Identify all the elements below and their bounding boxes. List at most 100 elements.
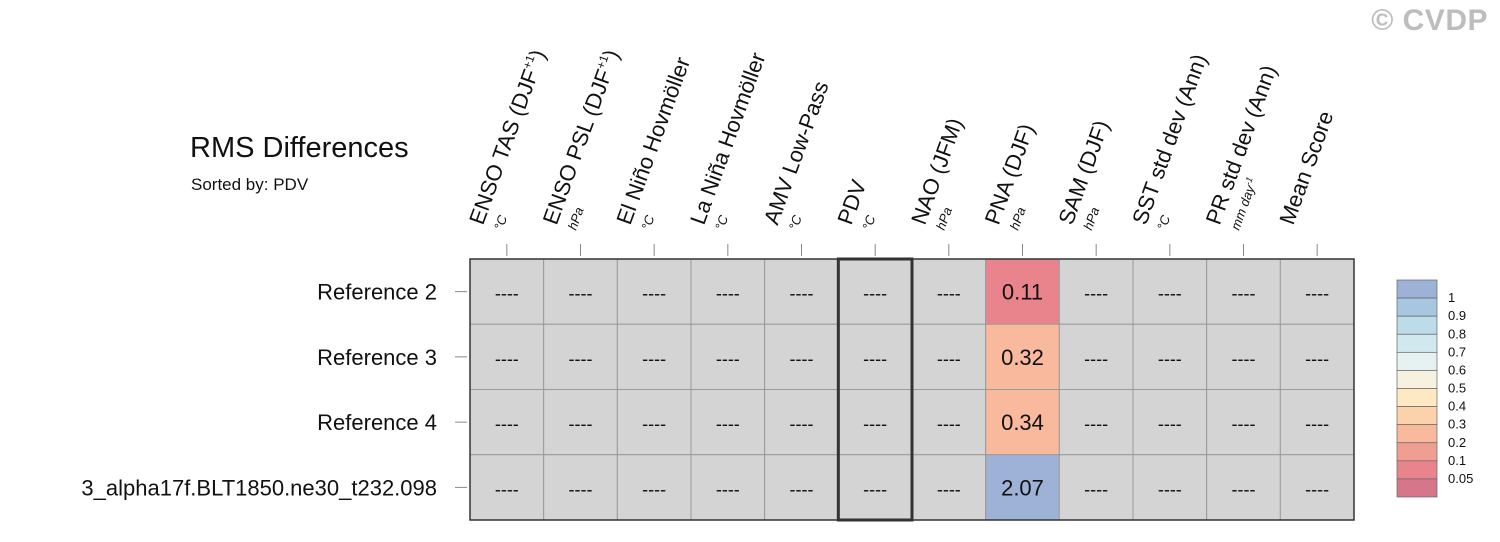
cell-reference-2-enso-tas-djf xyxy=(469,258,545,325)
colorbar-label: 0.9 xyxy=(1448,308,1466,323)
cell-value: 2.07 xyxy=(1001,475,1044,500)
colorbar-box xyxy=(1396,351,1438,371)
cell-value: 0.32 xyxy=(1001,345,1044,370)
colorbar-box xyxy=(1396,297,1438,317)
cell-reference-2-pna-djf xyxy=(985,258,1060,325)
cell-reference-4-pr-std-dev-ann xyxy=(1206,389,1281,456)
cell-value: ---- xyxy=(1232,349,1256,369)
svg-text:Mean Score: Mean Score xyxy=(1274,108,1338,228)
cell-value: ---- xyxy=(1158,414,1182,434)
cell-3-alpha17f-blt1850-ne30-t232-098-enso-psl-djf xyxy=(543,454,618,521)
svg-text:SAM (DJF): SAM (DJF) xyxy=(1053,117,1114,228)
heatmap-cells: ---- ---- ---- ---- ---- ---- ---- 0.11 ---- ----… xyxy=(469,257,1355,522)
cell-value: ---- xyxy=(1084,284,1108,304)
column-unit: °C xyxy=(1154,213,1173,232)
column-unit: °C xyxy=(638,213,657,232)
colorbar-box xyxy=(1396,406,1438,426)
sorted-column-highlight xyxy=(836,257,914,522)
colorbar-box xyxy=(1396,442,1438,462)
cell-value: ---- xyxy=(863,349,887,369)
cell-value: ---- xyxy=(716,284,740,304)
cell-reference-3-sam-djf xyxy=(1058,323,1134,390)
cell-reference-2-sam-djf xyxy=(1058,258,1134,325)
svg-text:SST std dev (Ann): SST std dev (Ann) xyxy=(1127,51,1212,228)
column-unit: hPa xyxy=(1007,205,1029,232)
column-unit: °C xyxy=(712,213,731,232)
cell-value: ---- xyxy=(495,349,519,369)
cell-value: ---- xyxy=(569,479,593,499)
cell-3-alpha17f-blt1850-ne30-t232-098-amv-low-pass xyxy=(764,454,839,521)
cvdp-watermark: © CVDP xyxy=(1371,4,1488,37)
cell-value: ---- xyxy=(790,479,814,499)
cell-3-alpha17f-blt1850-ne30-t232-098-sst-std-dev-ann xyxy=(1132,454,1208,521)
colorbar-label: 0.2 xyxy=(1448,435,1466,450)
svg-text:La Niña Hovmöller: La Niña Hovmöller xyxy=(685,49,770,228)
cell-reference-3-la-ni-a-hovm-ller xyxy=(690,323,766,390)
cell-value: ---- xyxy=(569,349,593,369)
column-unit: hPa xyxy=(933,205,955,232)
cell-value: ---- xyxy=(716,349,740,369)
colorbar-box xyxy=(1396,315,1438,335)
cell-value: ---- xyxy=(863,414,887,434)
colorbar-box xyxy=(1396,388,1438,407)
colorbar-label: 0.5 xyxy=(1448,381,1466,396)
cell-value: ---- xyxy=(1232,479,1256,499)
cell-3-alpha17f-blt1850-ne30-t232-098-mean-score xyxy=(1279,454,1355,521)
cell-3-alpha17f-blt1850-ne30-t232-098-pdv xyxy=(837,454,913,521)
colorbar-label: 0.3 xyxy=(1448,417,1466,432)
cell-value: ---- xyxy=(1305,284,1329,304)
cell-reference-4-enso-psl-djf xyxy=(543,389,618,456)
cell-value: ---- xyxy=(790,349,814,369)
cell-value: ---- xyxy=(790,414,814,434)
cell-value: ---- xyxy=(642,414,666,434)
column-unit: °C xyxy=(859,213,878,232)
colorbar-box xyxy=(1396,370,1438,389)
cell-value: ---- xyxy=(1158,284,1182,304)
cell-3-alpha17f-blt1850-ne30-t232-098-sam-djf xyxy=(1058,454,1134,521)
column-unit: hPa xyxy=(1080,205,1102,232)
column-unit: °C xyxy=(786,213,805,232)
colorbar-box xyxy=(1396,478,1438,498)
cell-value: ---- xyxy=(1305,479,1329,499)
column-labels: ENSO TAS (DJF+1)°C ENSO PSL (DJF+1)hPa El … xyxy=(464,46,1338,256)
cell-reference-2-mean-score xyxy=(1279,258,1355,325)
column-label-pdv: PDV°C xyxy=(832,176,878,232)
cell-value: ---- xyxy=(1084,479,1108,499)
cell-reference-3-pdv xyxy=(837,323,913,390)
cell-value: ---- xyxy=(937,414,961,434)
cell-reference-4-pdv xyxy=(837,389,913,456)
svg-text:PNA (DJF): PNA (DJF) xyxy=(980,120,1039,227)
cell-reference-3-enso-tas-djf xyxy=(469,323,545,390)
colorbar-label: 1 xyxy=(1448,290,1455,305)
colorbar-label: 0.4 xyxy=(1448,399,1466,414)
cell-value: ---- xyxy=(937,284,961,304)
cell-value: ---- xyxy=(716,414,740,434)
cell-reference-4-amv-low-pass xyxy=(764,389,839,456)
cell-reference-3-sst-std-dev-ann xyxy=(1132,323,1208,390)
cell-value: 0.34 xyxy=(1001,410,1044,435)
cell-value: ---- xyxy=(1232,414,1256,434)
row-label-reference-3: Reference 3 xyxy=(317,345,437,370)
cell-reference-4-enso-tas-djf xyxy=(469,389,545,456)
cell-value: ---- xyxy=(1158,479,1182,499)
cell-value: ---- xyxy=(1232,284,1256,304)
colorbar-label: 0.1 xyxy=(1448,453,1466,468)
cell-3-alpha17f-blt1850-ne30-t232-098-pr-std-dev-ann xyxy=(1206,454,1281,521)
cell-value: ---- xyxy=(863,479,887,499)
cell-value: ---- xyxy=(1305,349,1329,369)
cell-value: ---- xyxy=(495,414,519,434)
column-label-pna-djf: PNA (DJF)hPa xyxy=(980,120,1039,232)
chart-subtitle: Sorted by: PDV xyxy=(191,175,309,194)
cell-reference-3-enso-psl-djf xyxy=(543,323,618,390)
cell-value: ---- xyxy=(863,284,887,304)
cell-reference-4-nao-jfm xyxy=(911,389,987,456)
cell-3-alpha17f-blt1850-ne30-t232-098-el-ni-o-hovm-ller xyxy=(616,454,692,521)
cell-reference-3-pna-djf xyxy=(985,323,1060,390)
colorbar-label: 0.8 xyxy=(1448,326,1466,341)
colorbar-box xyxy=(1396,460,1438,480)
column-unit: hPa xyxy=(565,205,587,232)
row-label-3-alpha17f-blt1850-ne30-t232-098: 3_alpha17f.BLT1850.ne30_t232.098 xyxy=(81,475,437,500)
svg-text:ENSO PSL (DJF+1): ENSO PSL (DJF+1) xyxy=(538,46,624,227)
cell-value: ---- xyxy=(495,284,519,304)
